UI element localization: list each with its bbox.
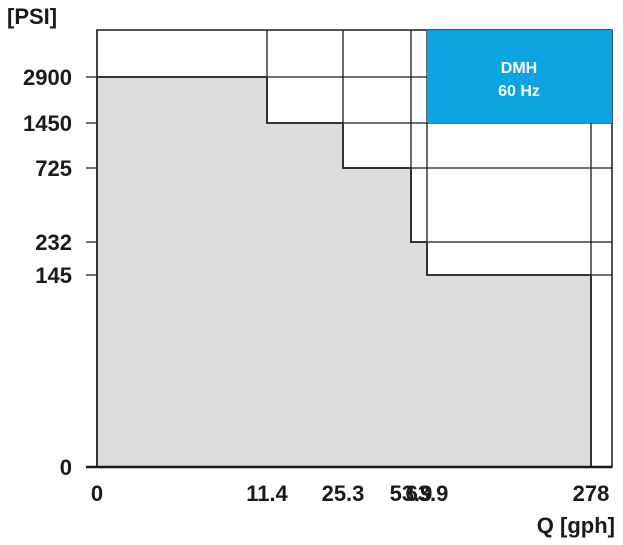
x-tick-label-3: 53.9: [390, 481, 433, 506]
y-tick-label-5: 2900: [23, 65, 72, 90]
step-outline: [96, 76, 592, 467]
y-tick-label-3: 725: [35, 156, 72, 181]
x-tick-label-0: 0: [91, 481, 103, 506]
step-bar-3: [411, 242, 427, 467]
step-bar-1: [267, 123, 343, 467]
y-tick-label-4: 1450: [23, 111, 72, 136]
x-axis-label: Q [gph]: [537, 513, 615, 538]
x-tick-label-5: 278: [573, 481, 610, 506]
x-tick-label-4: 63.9: [406, 481, 449, 506]
badge-line2: 60 Hz: [498, 83, 540, 100]
x-tick-labels: 0 11.4 25.3 53.963.9 278: [91, 481, 609, 506]
y-axis-label: [PSI]: [7, 4, 57, 29]
step-bar-4: [427, 275, 591, 467]
badge-line1: DMH: [501, 60, 537, 77]
step-bar-2: [343, 168, 411, 467]
badge-box: [427, 30, 612, 123]
y-tick-label-2: 232: [35, 230, 72, 255]
y-tick-label-1: 145: [35, 263, 72, 288]
x-tick-label-1: 11.4: [246, 481, 288, 506]
step-bar-0: [97, 77, 267, 467]
y-tick-label-0: 0: [60, 455, 72, 480]
y-tick-labels: 0 145 232 725 1450 2900: [23, 65, 72, 480]
steps: [96, 76, 592, 467]
x-tick-label-2: 25.3: [322, 481, 365, 506]
